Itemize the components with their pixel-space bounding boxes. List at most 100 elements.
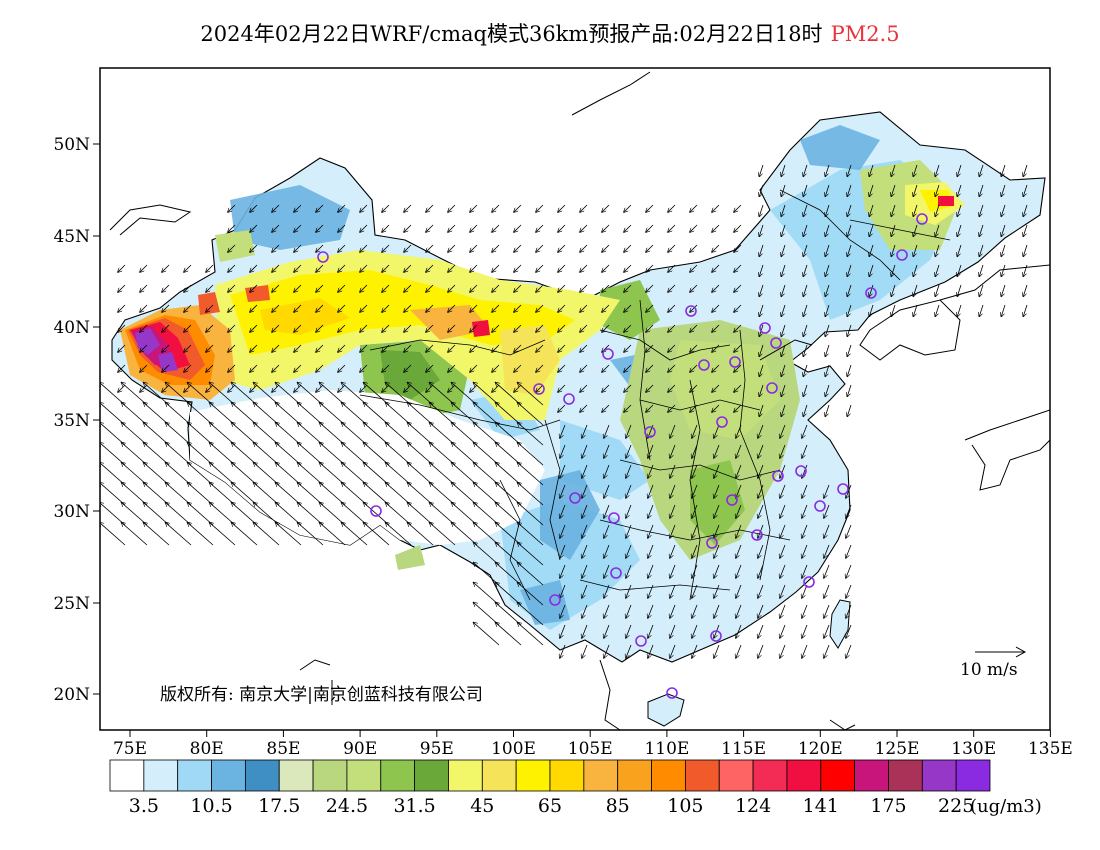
legend-unit: (ug/m3): [970, 796, 1042, 817]
station-marker: [698, 359, 710, 371]
station-marker: [549, 594, 561, 606]
legend-swatch: [718, 759, 754, 792]
legend-label: 65: [538, 795, 562, 817]
station-marker: [729, 356, 741, 368]
legend-swatch: [109, 759, 145, 792]
legend-swatch: [143, 759, 179, 792]
legend-swatch: [583, 759, 619, 792]
station-marker: [803, 576, 815, 588]
lon-label: 75E: [113, 739, 147, 759]
station-marker: [370, 505, 382, 517]
lat-label: 30N: [53, 502, 90, 522]
legend-swatch: [278, 759, 314, 792]
lon-label: 125E: [875, 739, 920, 759]
lon-label: 115E: [721, 739, 766, 759]
lon-label: 110E: [644, 739, 689, 759]
legend-swatch: [244, 759, 280, 792]
station-marker: [726, 494, 738, 506]
lon-label: 90E: [343, 739, 377, 759]
map-body: [100, 71, 1050, 730]
station-marker: [666, 687, 678, 699]
legend-swatch: [684, 759, 720, 792]
lat-label: 45N: [53, 227, 90, 247]
legend-label: 225: [938, 795, 974, 817]
legend-swatch: [888, 759, 923, 792]
lon-label: 80E: [190, 739, 224, 759]
legend-swatch: [854, 759, 889, 792]
hainan-island: [647, 693, 685, 727]
lon-label: 85E: [266, 739, 300, 759]
legend-label: 3.5: [129, 795, 159, 817]
legend-swatch: [820, 759, 856, 792]
station-marker: [916, 213, 928, 225]
legend-swatch: [549, 759, 585, 792]
map-title: 2024年02月22日WRF/cmaq模式36km预报产品:02月22日18时 P…: [0, 18, 1100, 48]
station-marker: [685, 305, 697, 317]
station-marker: [770, 337, 782, 349]
legend-swatch: [481, 759, 517, 792]
legend-swatch: [448, 759, 483, 792]
longitude-axis: 75E 80E 85E 90E 95E 100E 105E 110E 115E 120E 125E 1…: [113, 730, 1073, 759]
station-marker: [795, 465, 807, 477]
wind-vectors: [100, 164, 1028, 658]
legend-swatch: [955, 759, 991, 792]
legend-swatch: [177, 759, 212, 792]
station-marker: [837, 483, 849, 495]
station-marker: [759, 322, 771, 334]
legend-swatch: [617, 759, 652, 792]
station-marker: [635, 635, 647, 647]
legend-swatch: [346, 759, 382, 792]
legend-label: 124: [735, 795, 771, 817]
lon-label: 105E: [568, 739, 613, 759]
legend-swatch: [752, 759, 788, 792]
station-marker: [772, 470, 784, 482]
legend-swatch: [921, 759, 957, 792]
legend-label: 141: [803, 795, 839, 817]
lon-label: 100E: [491, 739, 536, 759]
lat-label: 40N: [53, 318, 90, 338]
monitoring-stations: [317, 213, 928, 699]
legend-swatch: [211, 759, 246, 792]
legend-swatch: [515, 759, 551, 792]
legend-swatch: [651, 759, 686, 792]
legend-swatch: [786, 759, 822, 792]
legend-label: 17.5: [258, 795, 300, 817]
lon-label: 135E: [1028, 739, 1073, 759]
station-marker: [317, 251, 329, 263]
lat-label: 20N: [53, 685, 90, 705]
wind-reference-label: 10 m/s: [960, 660, 1018, 680]
legend-label: 45: [470, 795, 494, 817]
legend-swatch: [312, 759, 348, 792]
station-marker: [766, 382, 778, 394]
station-marker: [751, 529, 763, 541]
station-marker: [716, 416, 728, 428]
lon-label: 130E: [951, 739, 996, 759]
wind-reference-arrow: [975, 646, 1027, 658]
title-text: 2024年02月22日WRF/cmaq模式36km预报产品:02月22日18时: [200, 22, 823, 46]
legend-label: 175: [870, 795, 906, 817]
station-marker: [865, 287, 877, 299]
taiwan-island: [829, 599, 851, 649]
species-label: PM2.5: [830, 22, 900, 46]
lat-label: 35N: [53, 411, 90, 431]
station-marker: [608, 512, 620, 524]
lon-label: 95E: [420, 739, 454, 759]
station-marker: [563, 393, 575, 405]
legend-label: 105: [667, 795, 703, 817]
station-marker: [602, 348, 614, 360]
legend-label: 31.5: [393, 795, 435, 817]
map-frame: [99, 67, 1051, 731]
station-marker: [644, 426, 656, 438]
lon-label: 120E: [798, 739, 843, 759]
station-marker: [533, 383, 545, 395]
color-legend: 3.5 10.5 17.5 24.5 31.5 45 65 85 105 124 141 175 225: [109, 759, 991, 817]
copyright-text: 版权所有: 南京大学|南京创蓝科技有限公司: [160, 685, 483, 705]
station-marker: [814, 500, 826, 512]
station-marker: [896, 249, 908, 261]
lat-label: 50N: [53, 135, 90, 155]
latitude-axis: 50N 45N 40N 35N 30N 25N 20N: [53, 135, 100, 705]
legend-swatch: [380, 759, 416, 792]
station-marker: [569, 492, 581, 504]
station-marker: [706, 537, 718, 549]
